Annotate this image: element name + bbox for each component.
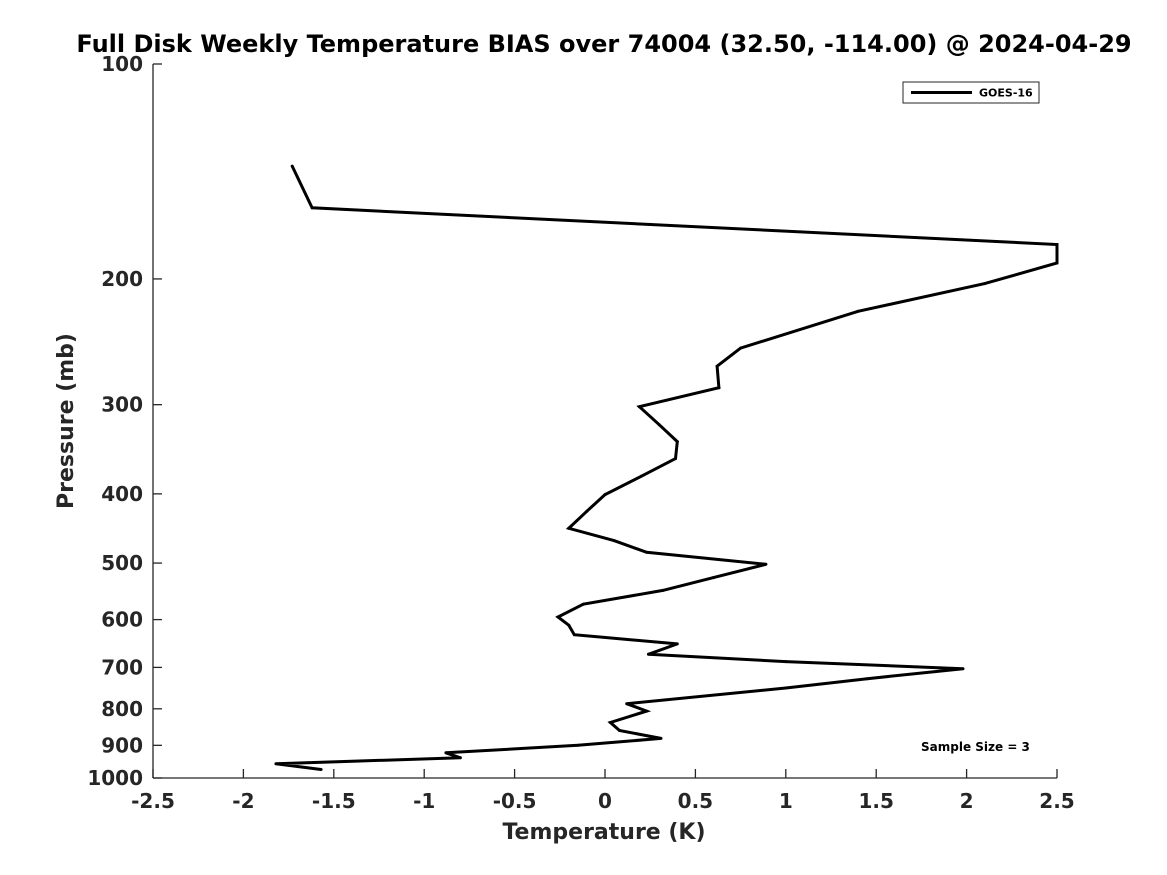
y-axis-ticks: 100 200 300 400 500 600 700 800 900 1000 <box>87 52 162 790</box>
series-point <box>567 623 571 627</box>
series-point <box>784 660 788 664</box>
sample-size-annotation: Sample Size = 3 <box>921 740 1030 754</box>
series-point <box>657 423 661 427</box>
y-tick-label: 500 <box>101 551 143 575</box>
series-point <box>717 386 721 390</box>
series-point <box>961 667 965 671</box>
series-point <box>856 309 860 313</box>
series-point <box>675 642 679 646</box>
x-tick-label: 2 <box>960 789 974 813</box>
series-point <box>608 721 612 724</box>
y-tick-label: 100 <box>101 52 143 76</box>
series-point <box>983 282 987 286</box>
series-point <box>1055 243 1059 246</box>
series-point <box>625 702 629 706</box>
series-point <box>675 440 679 444</box>
x-axis-ticks: -2.5 -2 -1.5 -1 -0.5 0 0.5 1 1.5 2 2.5 <box>131 769 1075 813</box>
series-point <box>567 526 571 530</box>
y-tick-label: 700 <box>101 655 143 679</box>
series-point <box>603 493 607 497</box>
x-tick-label: -2.5 <box>131 789 175 813</box>
series-point <box>444 751 448 755</box>
x-tick-label: 2.5 <box>1039 789 1074 813</box>
y-axis-label: Pressure (mb) <box>54 333 79 509</box>
y-tick-label: 200 <box>101 267 143 291</box>
x-axis-label: Temperature (K) <box>502 820 705 845</box>
series-point <box>646 652 650 656</box>
series-line-goes-16 <box>275 165 1059 771</box>
x-tick-label: -1 <box>413 789 435 813</box>
x-tick-label: -0.5 <box>493 789 537 813</box>
x-tick-label: 1 <box>779 789 793 813</box>
series-point <box>659 736 663 740</box>
y-tick-label: 800 <box>101 697 143 721</box>
series-point <box>645 709 649 713</box>
series-point <box>764 562 768 566</box>
plot-area <box>153 64 1057 778</box>
series-layer <box>274 164 1059 771</box>
series-point <box>585 509 589 513</box>
series-point <box>319 768 323 771</box>
series-point <box>618 729 621 732</box>
x-tick-label: 0.5 <box>678 789 713 813</box>
series-point <box>865 677 869 681</box>
series-point <box>661 588 665 592</box>
x-tick-label: 1.5 <box>858 789 893 813</box>
chart-title: Full Disk Weekly Temperature BIAS over 7… <box>76 30 1131 58</box>
series-point <box>274 762 278 766</box>
y-tick-label: 1000 <box>87 766 143 790</box>
y-tick-label: 400 <box>101 482 143 506</box>
series-point <box>310 206 314 210</box>
series-point <box>637 405 641 409</box>
series-point <box>458 756 462 760</box>
y-tick-label: 300 <box>101 393 143 417</box>
x-tick-label: 0 <box>598 789 612 813</box>
series-point <box>645 550 649 554</box>
series-point <box>581 602 585 606</box>
x-tick-label: -1.5 <box>312 789 356 813</box>
y-tick-label: 900 <box>101 733 143 757</box>
series-point <box>572 633 576 637</box>
series-point <box>784 686 788 690</box>
series-point <box>639 474 643 478</box>
legend-label-goes-16: GOES-16 <box>979 87 1033 100</box>
series-point <box>290 164 294 168</box>
legend: GOES-16 <box>902 81 1040 104</box>
y-tick-label: 600 <box>101 608 143 632</box>
series-point <box>739 346 743 350</box>
series-point <box>712 576 715 580</box>
x-tick-label: -2 <box>232 789 254 813</box>
series-point <box>612 539 616 543</box>
series-point <box>674 457 677 461</box>
series-point <box>1055 261 1059 265</box>
series-point <box>556 615 560 619</box>
series-point <box>576 743 580 747</box>
series-point <box>715 364 719 368</box>
